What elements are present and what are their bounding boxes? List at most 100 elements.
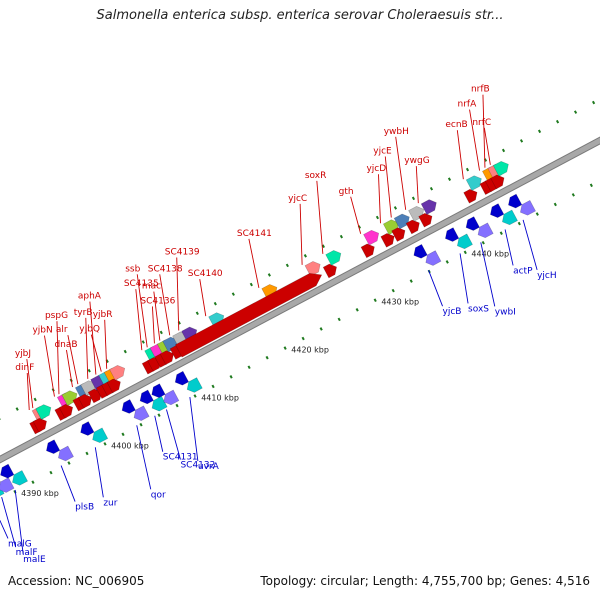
reverse-leader-line	[60, 465, 76, 502]
tick-mark-lower	[121, 432, 125, 437]
forward-gene-arrow	[58, 403, 74, 419]
reverse-gene-box-shape	[58, 445, 74, 462]
forward-gene-label: SC4136	[140, 296, 175, 306]
reverse-gene-arrow-shape	[445, 227, 460, 242]
forward-gene-arrow	[391, 227, 406, 242]
reverse-gene-arrow	[413, 243, 428, 259]
tick-mark-lower	[337, 317, 341, 322]
reverse-gene-box-shape	[520, 199, 536, 216]
reverse-gene-arrow-shape	[508, 193, 523, 209]
reverse-leader-line	[459, 253, 469, 304]
reverse-gene-box	[58, 445, 74, 462]
forward-leader-line	[395, 136, 407, 210]
reverse-gene-box-shape	[12, 470, 29, 486]
forward-gene-arrow	[77, 393, 92, 409]
reverse-leader-line	[522, 219, 538, 271]
tick-mark-upper	[303, 254, 307, 258]
reverse-gene-arrow-shape	[121, 399, 136, 414]
reverse-gene-arrow-shape	[80, 421, 95, 436]
tick-mark-upper	[375, 215, 380, 220]
forward-gene-label: soxR	[305, 171, 327, 181]
reverse-gene-arrow	[80, 421, 95, 436]
forward-gene-label: SC4140	[188, 269, 223, 279]
reverse-gene-box	[502, 209, 518, 226]
kbp-tick-label: 4410 kbp	[201, 393, 239, 402]
tick-mark-lower	[85, 451, 89, 456]
tick-mark-lower	[319, 327, 323, 331]
forward-gene-label: yjbQ	[79, 325, 100, 335]
tick-mark-upper	[213, 301, 217, 306]
tick-mark-lower	[103, 442, 107, 446]
reverse-gene-arrow-shape	[174, 370, 190, 386]
forward-gene-label: nrfC	[472, 118, 491, 128]
tick-mark-lower	[211, 384, 215, 389]
genome-summary: Topology: circular; Length: 4,755,700 bp…	[260, 574, 590, 588]
forward-leader-line	[299, 203, 303, 265]
tick-mark-lower	[355, 308, 359, 312]
forward-gene-box	[61, 390, 78, 406]
forward-gene-arrow	[418, 212, 433, 228]
reverse-gene-box	[456, 233, 473, 250]
forward-gene-box-shape	[325, 250, 342, 266]
tick-mark-lower	[265, 355, 269, 360]
forward-leader-line	[159, 274, 171, 336]
forward-gene-arrow-shape	[77, 393, 92, 409]
reverse-gene-box-shape	[425, 250, 442, 266]
reverse-gene-box	[12, 470, 29, 486]
forward-gene-label: pspG	[45, 311, 68, 321]
forward-gene-label: ecnB	[445, 120, 467, 130]
kbp-tick-label: 4440 kbp	[471, 250, 509, 259]
reverse-gene-box-shape	[163, 389, 180, 406]
forward-leader-line	[176, 257, 180, 331]
forward-gene-box	[363, 229, 380, 246]
forward-gene-label: ywgG	[404, 156, 429, 166]
reverse-gene-label: malG	[8, 539, 32, 549]
tick-mark-upper	[591, 100, 596, 105]
forward-gene-label: SC4141	[237, 229, 272, 239]
reverse-gene-box	[186, 377, 203, 393]
forward-leader-line	[26, 359, 34, 409]
forward-gene-label: yjbN	[32, 326, 52, 336]
forward-gene-box	[393, 213, 410, 230]
kbp-tick-label: 4420 kbp	[291, 346, 329, 355]
reverse-gene-box	[151, 395, 168, 412]
forward-gene-box-shape	[109, 364, 126, 381]
backbone-line	[0, 137, 600, 463]
forward-leader-line	[350, 196, 362, 234]
reverse-gene-box	[163, 389, 180, 406]
forward-gene-box-shape	[363, 229, 380, 246]
forward-gene-label: yjcC	[288, 194, 307, 204]
tick-mark-upper	[321, 244, 325, 249]
tick-mark-lower	[247, 365, 251, 370]
tick-mark-upper	[519, 139, 524, 143]
tick-mark-lower	[499, 231, 503, 235]
forward-gene-label: yjbJ	[15, 349, 31, 359]
forward-leader-line	[90, 334, 102, 372]
reverse-gene-box	[520, 199, 536, 216]
accession-text: Accession: NC_006905	[8, 574, 145, 588]
forward-gene-arrow	[159, 350, 174, 365]
forward-gene-arrow-shape	[159, 350, 174, 365]
forward-gene-box	[109, 364, 126, 381]
tick-mark-lower	[409, 279, 413, 283]
reverse-gene-arrow	[46, 439, 61, 454]
tick-mark-upper	[33, 397, 37, 402]
forward-leader-line	[456, 130, 464, 180]
tick-mark-lower	[31, 480, 35, 484]
forward-gene-box	[35, 404, 52, 420]
tick-mark-upper	[537, 129, 542, 134]
tick-mark-lower	[67, 461, 71, 465]
tick-mark-lower	[139, 422, 143, 427]
reverse-gene-label: qor	[151, 490, 166, 500]
reverse-gene-label: SC4132	[180, 461, 215, 471]
forward-gene-arrow	[322, 263, 337, 279]
reverse-gene-arrow	[139, 389, 154, 405]
forward-leader-line	[56, 321, 60, 395]
forward-gene-arrow-shape	[106, 378, 121, 394]
forward-gene-label: yjcE	[373, 146, 392, 156]
tick-mark-lower	[49, 470, 53, 475]
reverse-gene-box-shape	[133, 405, 150, 421]
forward-gene-label: gth	[339, 187, 354, 197]
tick-mark-upper	[501, 148, 506, 153]
